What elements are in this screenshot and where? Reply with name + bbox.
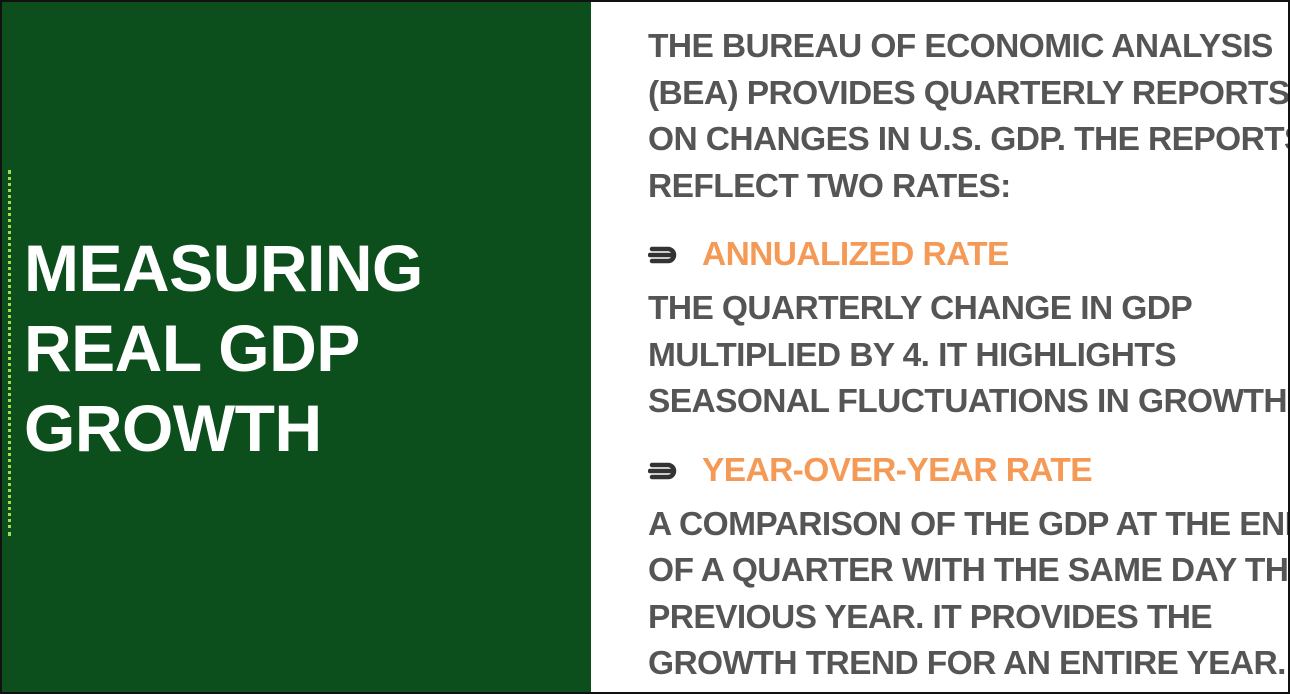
rate-heading-annualized: ANNUALIZED RATE [648,230,1288,280]
dotted-accent-line [8,170,11,536]
content-panel: THE BUREAU OF ECONOMIC ANALYSIS (BEA) PR… [591,2,1290,692]
description-line: OF A QUARTER WITH THE SAME DAY THE [648,552,1290,589]
slide-title: MEASURING REAL GDP GROWTH [24,228,423,468]
description-line: SEASONAL FLUCTUATIONS IN GROWTH. [648,383,1290,420]
description-line: MULTIPLIED BY 4. IT HIGHLIGHTS [648,336,1177,374]
intro-line: (BEA) PROVIDES QUARTERLY REPORTS [648,74,1290,112]
year-over-year-description: A COMPARISON OF THE GDP AT THE END OF A … [648,502,1290,688]
slide-title-line: GROWTH [24,391,322,465]
description-line: A COMPARISON OF THE GDP AT THE END [648,505,1290,543]
rate-heading-label: YEAR-OVER-YEAR RATE [702,451,1093,489]
intro-paragraph: THE BUREAU OF ECONOMIC ANALYSIS (BEA) PR… [648,24,1290,210]
title-panel: MEASURING REAL GDP GROWTH [2,2,591,692]
description-line: THE QUARTERLY CHANGE IN GDP [648,290,1193,327]
rate-heading-year-over-year: YEAR-OVER-YEAR RATE [648,446,1288,496]
description-line: PREVIOUS YEAR. IT PROVIDES THE [648,598,1213,636]
intro-line: ON CHANGES IN U.S. GDP. THE REPORTS [648,121,1290,158]
slide-title-line: REAL GDP [24,311,360,385]
slide-title-line: MEASURING [24,231,423,305]
arrow-right-icon [648,238,688,272]
intro-line: REFLECT TWO RATES: [648,167,1011,205]
annualized-description: THE QUARTERLY CHANGE IN GDP MULTIPLIED B… [648,286,1290,426]
rate-heading-label: ANNUALIZED RATE [702,236,1009,273]
arrow-right-icon [648,454,688,488]
intro-line: THE BUREAU OF ECONOMIC ANALYSIS [648,28,1273,65]
description-line: GROWTH TREND FOR AN ENTIRE YEAR. [648,645,1286,682]
